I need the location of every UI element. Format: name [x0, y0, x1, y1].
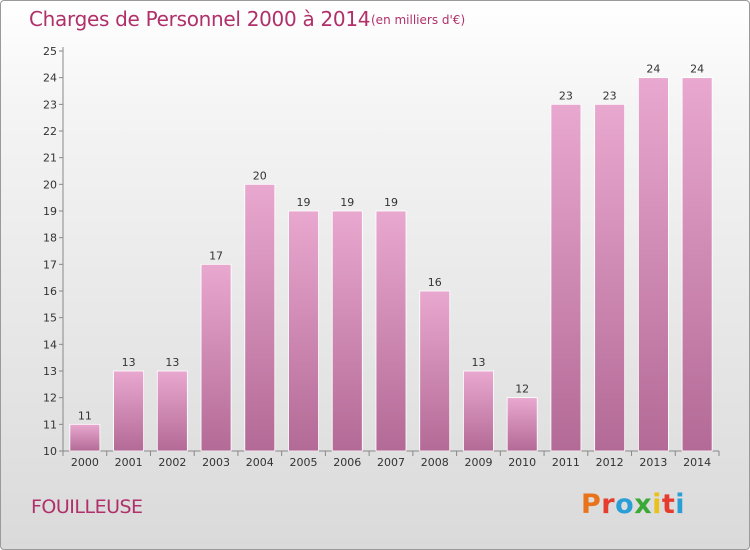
bar-2012 — [594, 103, 626, 452]
value-label: 23 — [559, 89, 573, 102]
bar-2002 — [156, 370, 188, 452]
y-tick-label: 21 — [43, 152, 57, 165]
x-tick-label: 2013 — [639, 456, 667, 469]
value-label: 20 — [253, 169, 267, 182]
value-label: 13 — [122, 356, 136, 369]
logo-letter: x — [634, 489, 653, 520]
bar-2008 — [419, 290, 451, 452]
y-tick-label: 25 — [43, 45, 57, 58]
y-tick-label: 14 — [43, 338, 57, 351]
x-tick-label: 2011 — [552, 456, 580, 469]
bar-2001 — [113, 370, 144, 452]
x-tick-label: 2000 — [71, 456, 99, 469]
y-tick-label: 12 — [43, 392, 57, 405]
value-label: 13 — [471, 356, 485, 369]
value-label: 16 — [428, 276, 442, 289]
x-tick-label: 2002 — [158, 456, 186, 469]
logo-letter: i — [652, 489, 662, 520]
chart-axes: 10 11 12 13 14 15 16 17 18 19 20 21 22 23 24 25 — [43, 45, 720, 458]
bar-2009 — [463, 370, 494, 452]
x-tick-label: 2009 — [464, 456, 492, 469]
chart-subtitle: (en milliers d'€) — [371, 13, 466, 27]
y-tick-label: 20 — [43, 178, 57, 191]
x-tick-label: 2007 — [377, 456, 405, 469]
value-label: 12 — [515, 383, 529, 396]
y-tick-label: 19 — [43, 205, 57, 218]
value-label: 24 — [646, 63, 660, 76]
chart-bars — [69, 77, 713, 452]
value-label: 23 — [603, 89, 617, 102]
bar-2007 — [375, 210, 407, 452]
logo-letter: P — [581, 489, 602, 520]
bar-2003 — [200, 263, 232, 452]
commune-name: FOUILLEUSE — [31, 496, 143, 518]
y-tick-label: 13 — [43, 365, 57, 378]
x-tick-label: 2014 — [683, 456, 711, 469]
value-label: 11 — [78, 409, 92, 422]
bar-2011 — [550, 103, 582, 452]
value-label: 13 — [165, 356, 179, 369]
x-tick-label: 2006 — [333, 456, 361, 469]
x-tick-label: 2003 — [202, 456, 230, 469]
x-tick-label: 2005 — [290, 456, 318, 469]
y-tick-label: 15 — [43, 312, 57, 325]
y-tick-label: 23 — [43, 98, 57, 111]
value-label: 19 — [384, 196, 398, 209]
value-label: 19 — [340, 196, 354, 209]
y-tick-label: 11 — [43, 418, 57, 431]
bar-2004 — [244, 183, 276, 452]
x-tick-label: 2010 — [508, 456, 536, 469]
value-label: 24 — [690, 63, 704, 76]
chart-title: Charges de Personnel 2000 à 2014 — [29, 7, 371, 31]
chart-labels: 2000 11 2001 13 2002 13 2003 17 2004 20 2005 19 2006… — [71, 63, 711, 469]
x-tick-label: 2004 — [246, 456, 274, 469]
logo-letter: i — [675, 489, 686, 520]
logo-letter: t — [661, 489, 676, 520]
x-tick-label: 2008 — [421, 456, 449, 469]
y-tick-label: 17 — [43, 258, 57, 271]
y-tick-label: 24 — [43, 72, 57, 85]
value-label: 17 — [209, 249, 223, 262]
bar-2014 — [681, 77, 713, 452]
bar-2005 — [288, 210, 319, 452]
bar-2000 — [69, 423, 101, 452]
proxiti-logo[interactable]: Proxiti — [581, 489, 685, 520]
logo-letter: o — [615, 489, 635, 520]
y-tick-label: 16 — [43, 285, 57, 298]
y-tick-label: 22 — [43, 125, 57, 138]
logo-letter: r — [601, 489, 616, 520]
x-tick-label: 2012 — [596, 456, 624, 469]
y-tick-label: 10 — [43, 445, 57, 458]
x-tick-label: 2001 — [115, 456, 143, 469]
bar-2006 — [331, 210, 363, 452]
y-tick-label: 18 — [43, 232, 57, 245]
bar-2010 — [506, 397, 538, 452]
bar-2013 — [638, 77, 669, 452]
value-label: 19 — [297, 196, 311, 209]
